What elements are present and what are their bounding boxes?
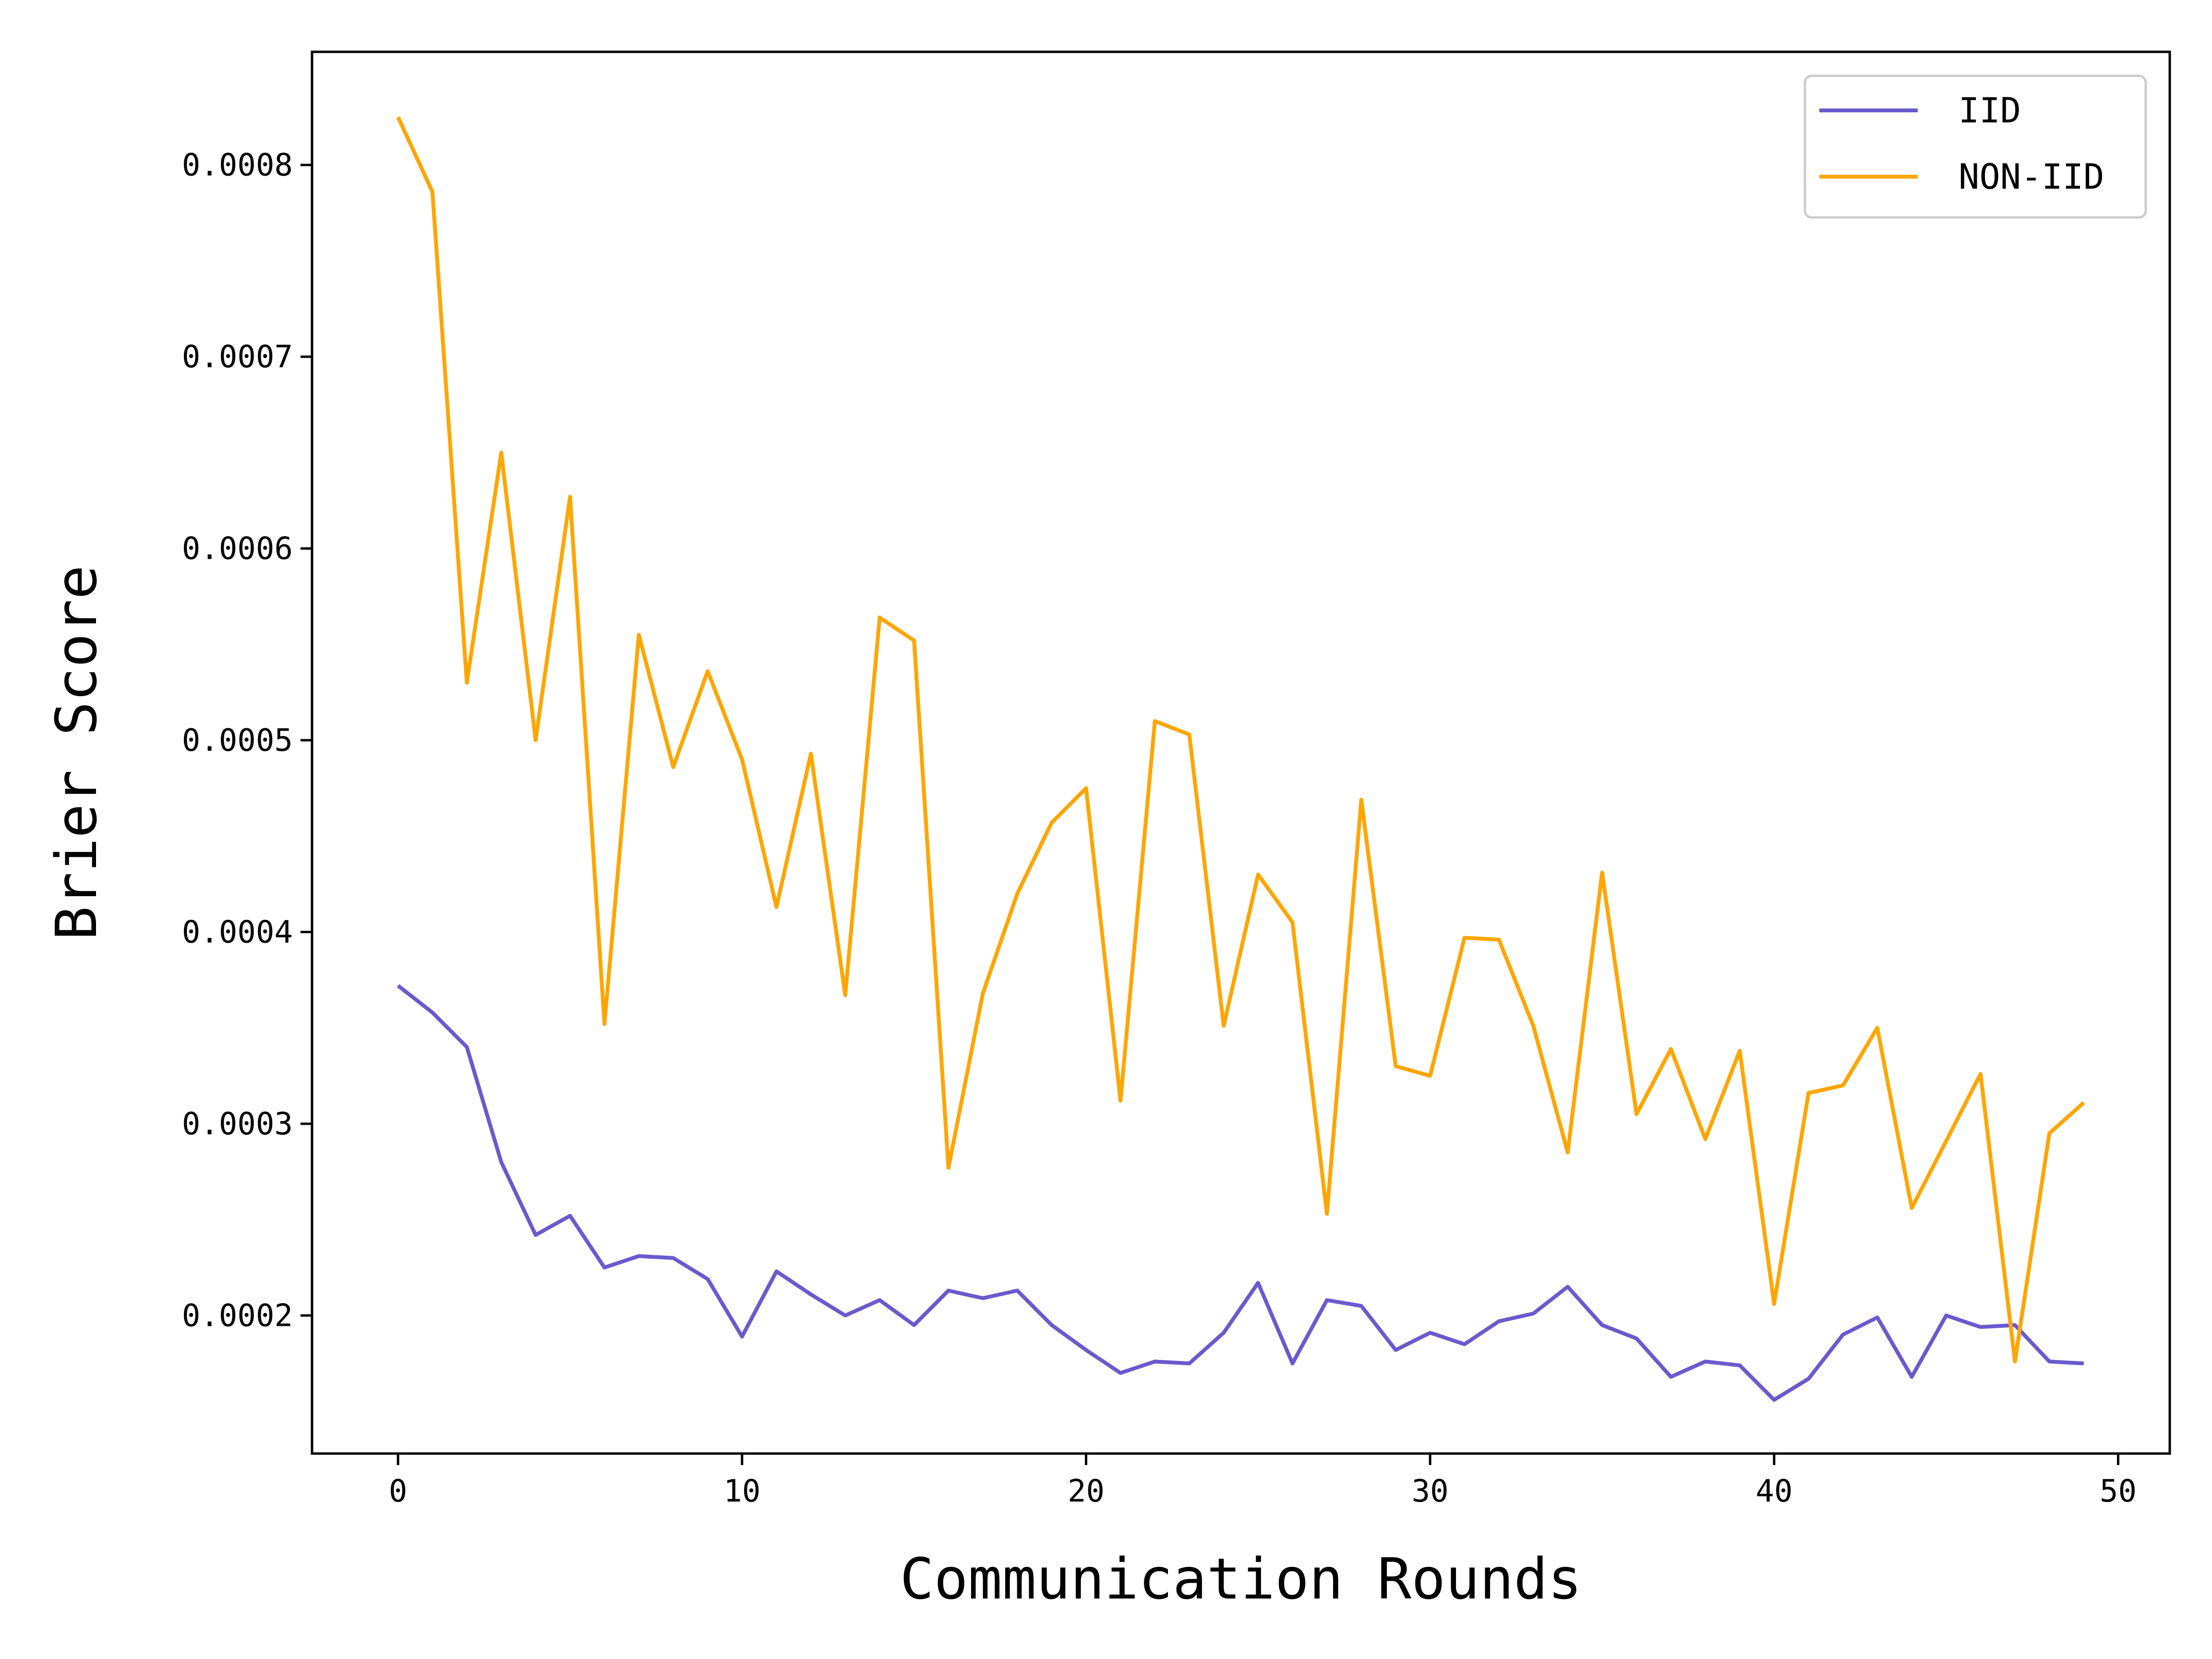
x-tick-label: 40 bbox=[1755, 1474, 1792, 1509]
legend-label-iid: IID bbox=[1959, 90, 2021, 131]
x-tick-label: 0 bbox=[389, 1474, 408, 1509]
x-axis-title: Communication Rounds bbox=[900, 1546, 1582, 1612]
series-line-non-iid bbox=[396, 116, 2085, 1364]
series-line-iid bbox=[397, 984, 2084, 1402]
y-tick-label: 0.0003 bbox=[182, 1106, 293, 1142]
y-tick-label: 0.0005 bbox=[182, 723, 293, 758]
y-tick-label: 0.0004 bbox=[182, 914, 293, 950]
x-tick-label: 50 bbox=[2100, 1474, 2137, 1509]
series-layer bbox=[396, 116, 2085, 1402]
x-tick-label: 20 bbox=[1068, 1474, 1105, 1509]
y-tick-label: 0.0002 bbox=[182, 1298, 293, 1334]
y-tick-label: 0.0008 bbox=[182, 148, 293, 183]
x-axis: 0 10 20 30 40 50 bbox=[389, 1454, 2137, 1509]
y-axis-title: Brier Score bbox=[43, 565, 109, 940]
legend: IID NON-IID bbox=[1803, 74, 2147, 219]
legend-label-non-iid: NON-IID bbox=[1959, 156, 2104, 197]
x-tick-label: 10 bbox=[723, 1474, 760, 1509]
plot-frame bbox=[311, 50, 2171, 1455]
y-axis: 0.0002 0.0003 0.0004 0.0005 0.0006 0.0007 0.00… bbox=[182, 148, 312, 1334]
y-tick-label: 0.0006 bbox=[182, 531, 293, 567]
y-tick-label: 0.0007 bbox=[182, 339, 293, 375]
x-tick-label: 30 bbox=[1412, 1474, 1449, 1509]
